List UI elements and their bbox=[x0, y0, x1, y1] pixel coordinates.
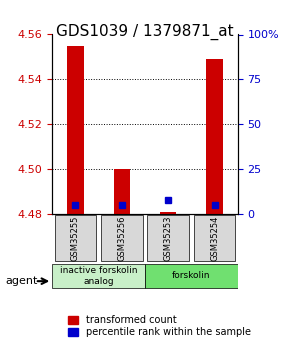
Text: forskolin: forskolin bbox=[172, 272, 211, 280]
Text: GSM35254: GSM35254 bbox=[210, 215, 219, 261]
Bar bbox=[160, 211, 176, 214]
Bar bbox=[114, 169, 130, 214]
Bar bbox=[206, 59, 223, 214]
FancyBboxPatch shape bbox=[147, 215, 189, 261]
Text: GSM35255: GSM35255 bbox=[71, 215, 80, 261]
Bar bbox=[67, 46, 84, 214]
Text: GDS1039 / 1379871_at: GDS1039 / 1379871_at bbox=[56, 24, 234, 40]
FancyBboxPatch shape bbox=[194, 215, 235, 261]
Text: GSM35256: GSM35256 bbox=[117, 215, 126, 261]
Text: GSM35253: GSM35253 bbox=[164, 215, 173, 261]
FancyBboxPatch shape bbox=[145, 264, 238, 288]
Text: inactive forskolin
analog: inactive forskolin analog bbox=[60, 266, 137, 286]
FancyBboxPatch shape bbox=[55, 215, 96, 261]
FancyBboxPatch shape bbox=[52, 264, 145, 288]
FancyBboxPatch shape bbox=[101, 215, 143, 261]
Text: agent: agent bbox=[6, 276, 38, 286]
Legend: transformed count, percentile rank within the sample: transformed count, percentile rank withi… bbox=[65, 312, 254, 340]
